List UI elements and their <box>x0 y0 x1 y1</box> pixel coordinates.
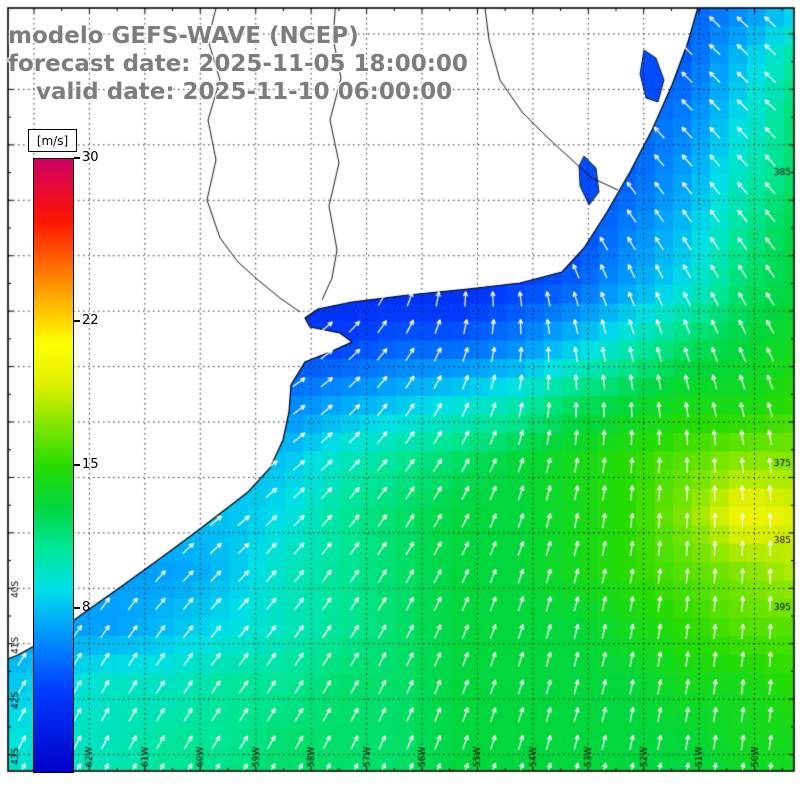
colorbar-tick-label: 22 <box>82 313 99 329</box>
colorbar-tick-label: 8 <box>82 599 91 615</box>
forecast-date-text: forecast date: 2025-11-05 18:00:00 <box>8 51 468 77</box>
colorbar-tick-mark <box>74 463 80 466</box>
colorbar <box>33 158 74 773</box>
colorbar-tick-mark <box>74 320 80 323</box>
valid-date-text: valid date: 2025-11-10 06:00:00 <box>36 79 453 105</box>
model-title: modelo GEFS-WAVE (NCEP) <box>8 23 359 49</box>
colorbar-tick-label: 30 <box>82 150 99 165</box>
colorbar-tick-mark <box>74 157 80 159</box>
colorbar-gradient <box>34 159 73 772</box>
colorbar-tick-label: 15 <box>82 456 99 472</box>
colorbar-units-label: [m/s] <box>28 129 77 152</box>
colorbar-tick-mark <box>74 606 80 609</box>
